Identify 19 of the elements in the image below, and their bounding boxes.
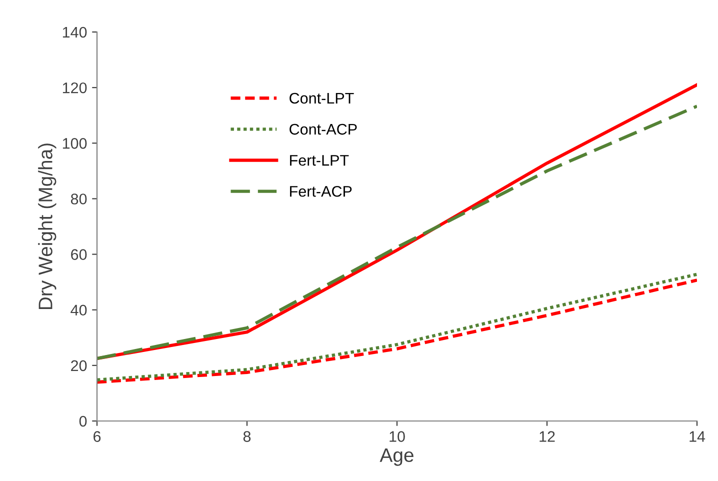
y-tick-label: 20 bbox=[71, 360, 87, 372]
x-tick-label: 6 bbox=[94, 431, 101, 442]
x-tick-label: 10 bbox=[390, 431, 405, 442]
legend-label: Fert-LPT bbox=[290, 155, 349, 166]
legend-label: Cont-ACP bbox=[290, 124, 357, 135]
legend-label: Fert-ACP bbox=[290, 186, 352, 197]
y-tick-label: 60 bbox=[71, 249, 87, 260]
legend-label: Cont-LPT bbox=[290, 92, 354, 104]
y-tick-label: 0 bbox=[79, 416, 87, 427]
y-tick-label: 40 bbox=[70, 304, 87, 316]
y-axis-title: Dry Weight (Mg/ha) bbox=[38, 144, 56, 310]
y-tick-label: 80 bbox=[70, 194, 87, 204]
x-tick-label: 8 bbox=[243, 431, 251, 442]
y-tick-label: 120 bbox=[62, 82, 87, 94]
y-tick-label: 100 bbox=[62, 138, 87, 149]
x-tick-label: 14 bbox=[690, 431, 706, 442]
x-tick-label: 12 bbox=[540, 431, 555, 442]
x-axis-title: Age bbox=[380, 448, 414, 466]
y-tick-label: 140 bbox=[62, 26, 87, 38]
